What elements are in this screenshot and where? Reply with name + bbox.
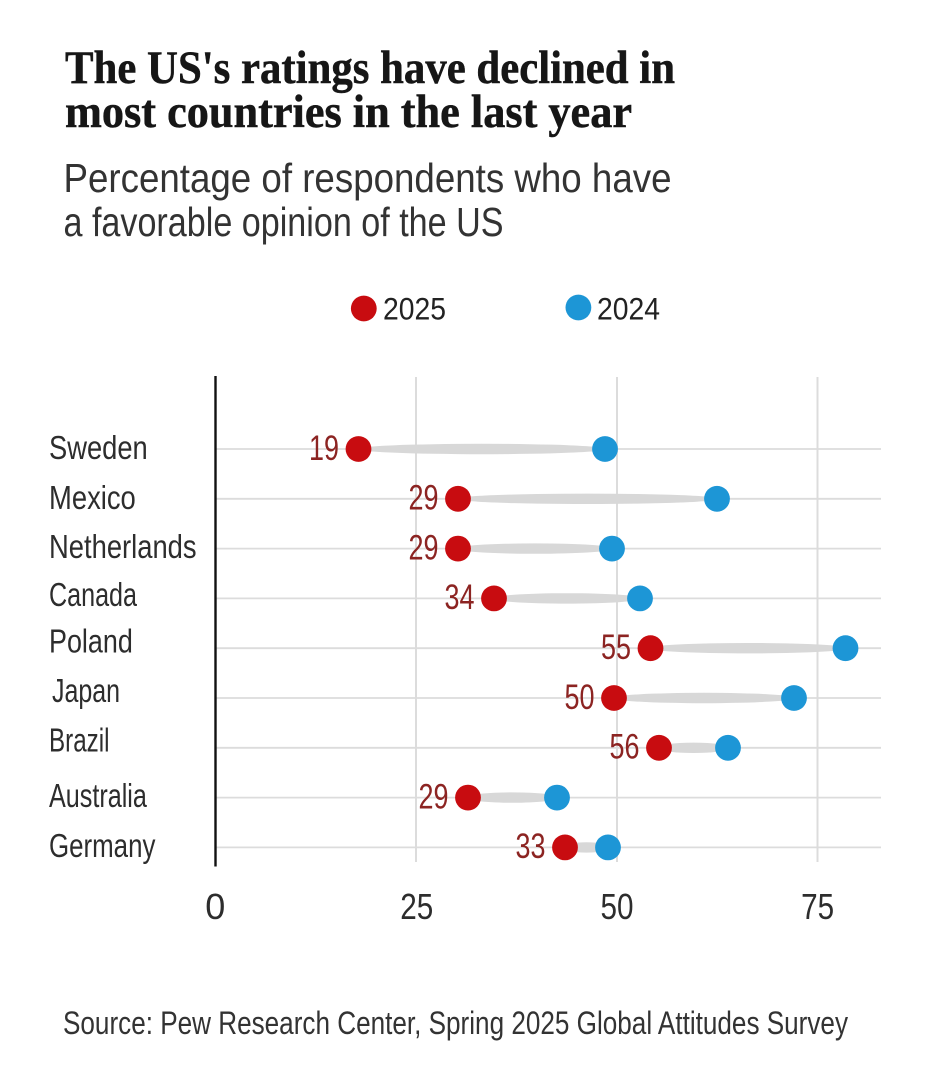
svg-text:50: 50: [565, 677, 595, 717]
svg-text:29: 29: [409, 527, 439, 567]
svg-text:The US's ratings have declined: The US's ratings have declined in: [65, 42, 675, 94]
svg-text:Australia: Australia: [49, 778, 147, 815]
svg-text:33: 33: [516, 826, 546, 866]
svg-text:Source: Pew Research Center, S: Source: Pew Research Center, Spring 2025…: [63, 1005, 849, 1041]
svg-text:Percentage of respondents who: Percentage of respondents who have: [64, 155, 672, 201]
svg-text:19: 19: [309, 428, 339, 468]
svg-text:Poland: Poland: [49, 624, 133, 661]
svg-text:Netherlands: Netherlands: [49, 529, 197, 566]
svg-text:50: 50: [601, 886, 634, 927]
svg-text:29: 29: [409, 478, 439, 518]
svg-text:Mexico: Mexico: [49, 480, 136, 517]
svg-text:Japan: Japan: [52, 673, 120, 710]
svg-text:Sweden: Sweden: [49, 430, 148, 467]
svg-text:a favorable opinion of the US: a favorable opinion of the US: [64, 199, 504, 245]
svg-text:0: 0: [205, 886, 225, 927]
svg-text:Brazil: Brazil: [49, 722, 110, 759]
svg-text:2025: 2025: [383, 291, 446, 327]
svg-text:29: 29: [419, 776, 449, 816]
svg-text:56: 56: [610, 727, 640, 767]
svg-text:most countries in the last yea: most countries in the last year: [65, 86, 632, 138]
svg-text:Canada: Canada: [49, 577, 137, 614]
svg-text:2024: 2024: [597, 291, 660, 327]
svg-text:55: 55: [601, 627, 631, 667]
svg-text:34: 34: [445, 577, 475, 617]
svg-text:75: 75: [801, 886, 834, 927]
svg-text:25: 25: [400, 886, 433, 927]
svg-text:Germany: Germany: [49, 828, 156, 865]
